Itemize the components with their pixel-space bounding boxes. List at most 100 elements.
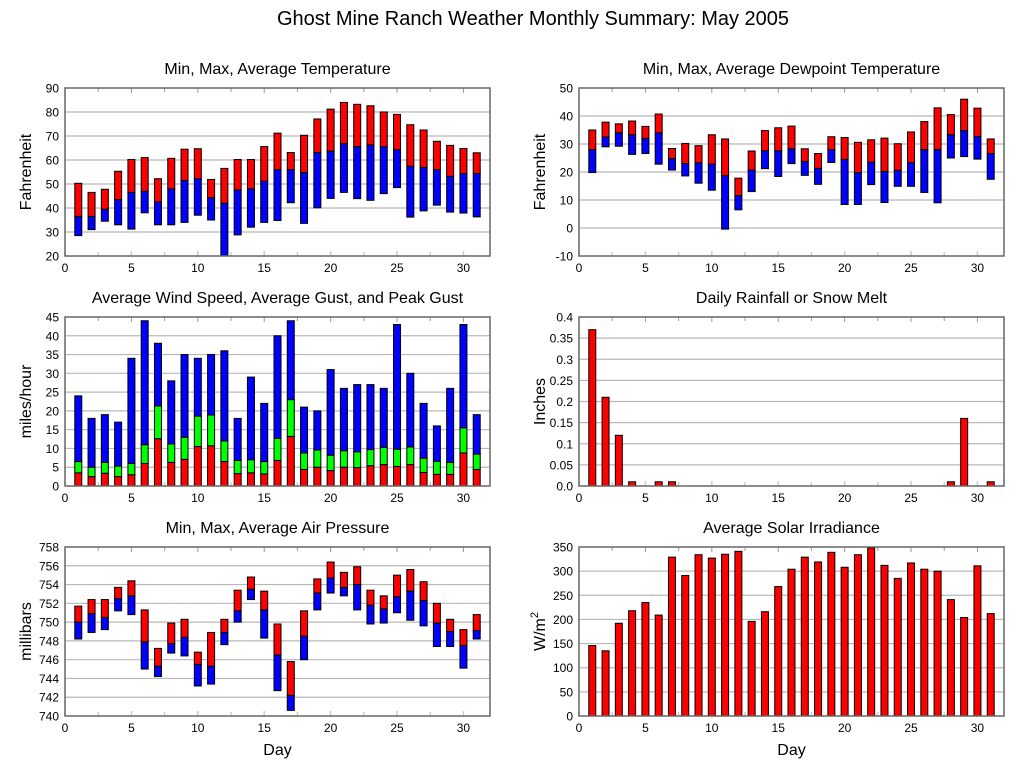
bar-max-day-12 [734,177,743,197]
bar-peak-gust-day-28 [432,425,441,462]
bar-average-day-1 [588,149,597,174]
bar-solar-irradiance-day-4 [628,610,637,717]
bar-max-day-1 [74,605,83,623]
bar-average-day-11 [207,665,216,685]
bar-average-wind-speed-day-20 [326,470,335,487]
bar-average-wind-speed-day-7 [153,438,162,487]
x-tick-label: 10 [191,491,205,505]
bar-average-day-28 [432,622,441,648]
y-axis-label: miles/hour [18,364,35,438]
bar-max-day-6 [140,609,149,643]
y-tick-label: 25 [46,386,60,400]
bar-average-day-2 [87,215,96,231]
bar-average-day-18 [300,171,309,224]
x-tick-label: 30 [457,721,471,735]
bar-max-day-15 [774,127,783,152]
bar-max-day-1 [74,182,83,217]
y-tick-label: 744 [39,672,59,686]
bar-max-day-21 [339,571,348,588]
bar-max-day-24 [379,595,388,610]
bar-average-gust-day-17 [286,399,295,437]
y-tick-label: 40 [46,202,60,216]
bar-average-day-19 [313,152,322,209]
bar-peak-gust-day-13 [233,417,242,461]
bar-max-day-17 [800,148,809,162]
bar-average-day-27 [419,600,428,627]
bar-average-day-4 [114,199,123,226]
x-tick-label: 5 [642,721,649,735]
bar-solar-irradiance-day-10 [707,557,716,717]
bar-peak-gust-day-26 [406,372,415,448]
x-tick-label: 0 [576,491,583,505]
bar-average-day-21 [853,172,862,205]
y-tick-label: 0.2 [556,395,573,409]
bar-average-day-12 [734,195,743,211]
bar-max-day-28 [946,114,955,136]
bar-max-day-13 [233,159,242,191]
y-tick-label: 50 [46,178,60,192]
y-tick-label: 750 [39,616,59,630]
bar-solar-irradiance-day-31 [986,613,995,717]
bar-max-day-27 [933,107,942,151]
bar-average-day-29 [446,631,455,648]
bar-average-wind-speed-day-16 [273,459,282,487]
bar-average-wind-speed-day-5 [127,474,136,487]
bar-average-day-12 [220,631,229,646]
bar-average-wind-speed-day-3 [100,472,109,487]
bar-solar-irradiance-day-1 [588,645,597,717]
bar-average-day-8 [167,188,176,226]
bar-average-wind-speed-day-12 [220,461,229,487]
x-tick-label: 25 [904,491,918,505]
bar-average-day-6 [654,132,663,165]
bar-average-day-30 [973,135,982,160]
bar-average-day-23 [366,144,375,201]
bar-max-day-13 [747,150,756,171]
x-tick-label: 15 [772,491,786,505]
bar-average-day-5 [127,191,136,230]
bar-average-day-5 [127,595,136,616]
bar-average-day-16 [787,148,796,165]
chart-dewpoint: Min, Max, Average Dewpoint Temperature -1… [532,61,1005,275]
bar-rainfall-day-3 [614,434,623,487]
y-tick-label: 30 [560,138,574,152]
bar-peak-gust-day-17 [286,320,295,401]
bar-average-wind-speed-day-24 [379,464,388,487]
y-tick-label: 30 [46,367,60,381]
x-tick-label: 20 [838,261,852,275]
bar-average-day-10 [193,663,202,687]
bar-max-day-13 [233,589,242,612]
bar-max-day-16 [273,623,282,656]
bar-max-day-11 [207,178,216,199]
bar-solar-irradiance-day-9 [694,554,703,717]
y-tick-label: 746 [39,653,59,667]
bar-max-day-2 [601,121,610,138]
bar-max-day-6 [140,157,149,192]
bar-max-day-23 [366,105,375,146]
bar-average-day-16 [273,169,282,221]
bar-solar-irradiance-day-24 [893,577,902,717]
bar-average-day-15 [260,180,269,223]
bar-max-day-31 [472,152,481,174]
bar-max-day-19 [313,578,322,594]
bar-rainfall-day-2 [601,396,610,487]
bar-average-gust-day-26 [406,446,415,466]
bar-max-day-8 [167,622,176,645]
x-tick-label: 5 [642,261,649,275]
bar-max-day-1 [588,129,597,151]
bar-average-wind-speed-day-8 [167,461,176,487]
y-tick-label: 90 [46,82,60,96]
bar-average-wind-speed-day-15 [260,473,269,487]
y-tick-label: 50 [560,82,574,96]
bar-average-wind-speed-day-31 [472,468,481,487]
x-tick-label: 30 [971,721,985,735]
y-tick-label: 30 [46,226,60,240]
bar-average-day-26 [406,165,415,218]
bar-average-gust-day-24 [379,446,388,466]
y-tick-label: 80 [46,106,60,120]
plot-frame [64,87,491,257]
bar-max-day-9 [180,618,189,638]
bar-max-day-26 [920,121,929,151]
bar-solar-irradiance-day-20 [840,566,849,717]
bar-average-gust-day-8 [167,443,176,463]
x-tick-label: 10 [191,261,205,275]
